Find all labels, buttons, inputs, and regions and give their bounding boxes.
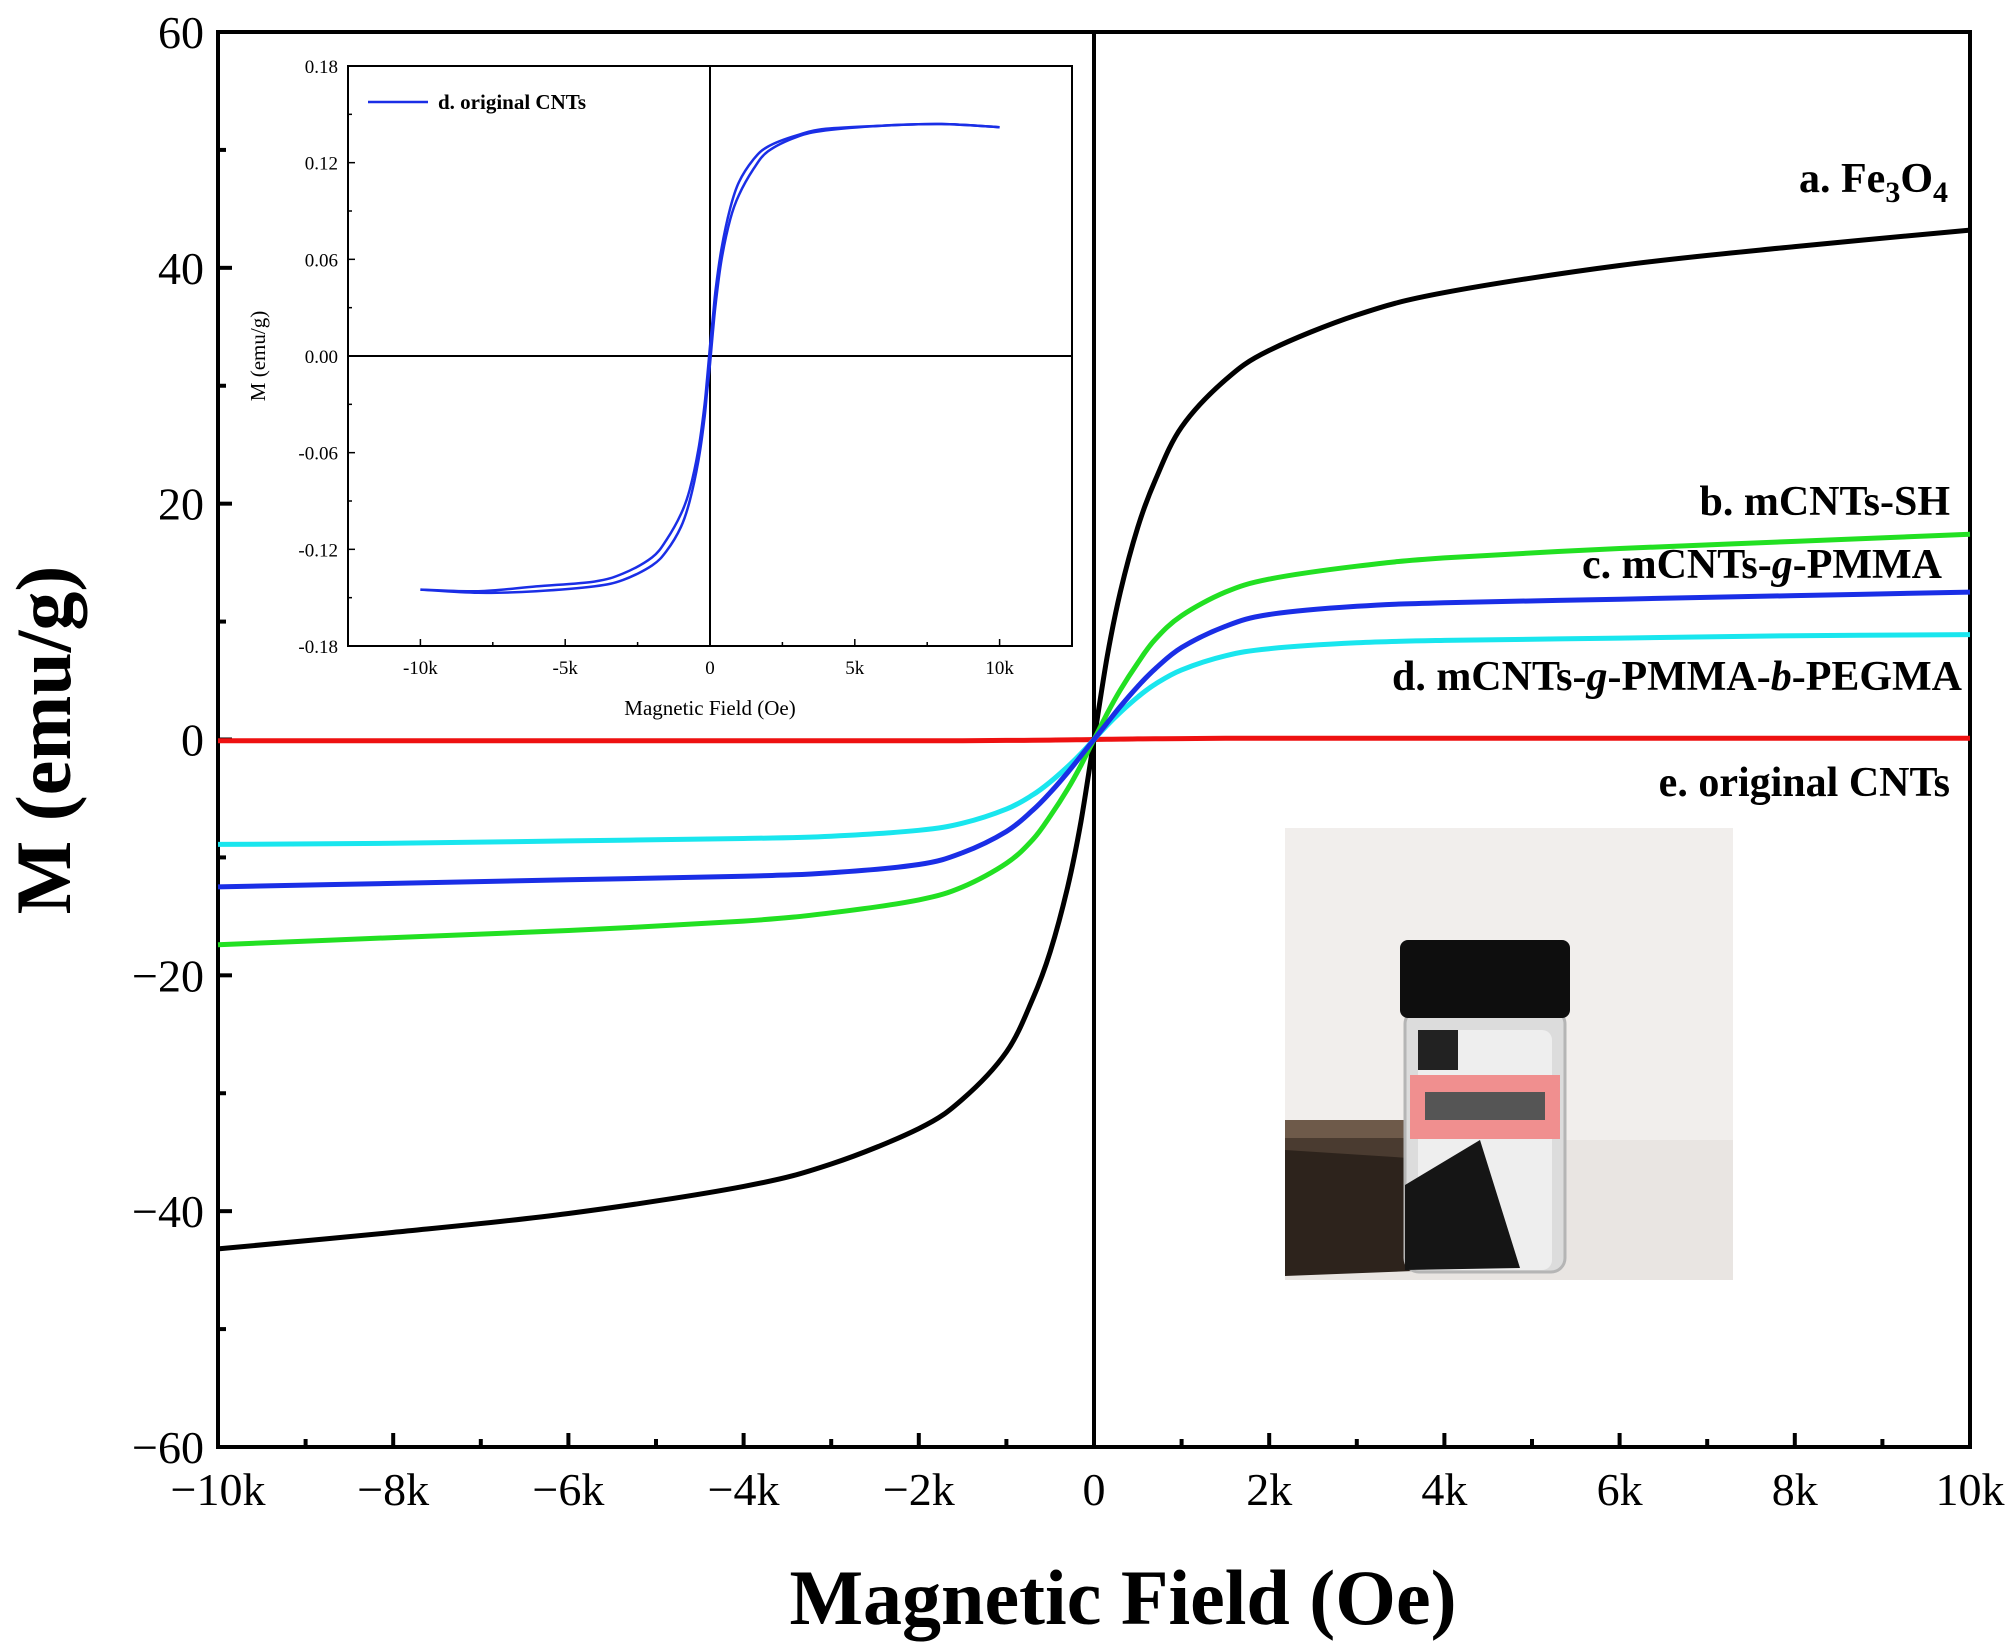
x-tick-label: −10k [171, 1464, 266, 1515]
series-label-mcnts-sh: b. mCNTs-SH [1699, 479, 1950, 525]
series-label-mcnts-g-pmma-b-pegma: d. mCNTs-g-PMMA-b-PEGMA [1392, 654, 1963, 700]
inset-y-tick-label: 0.06 [305, 250, 338, 271]
inset-x-tick-label: 10k [985, 658, 1014, 679]
x-tick-label: 0 [1083, 1464, 1106, 1515]
inset-x-tick-label: -10k [403, 658, 438, 679]
inset-y-axis-title: M (emu/g) [246, 311, 270, 401]
inset-x-axis-title: Magnetic Field (Oe) [624, 696, 795, 720]
series-label-mcnts-g-pmma: c. mCNTs-g-PMMA [1582, 542, 1943, 588]
y-tick-label: −40 [132, 1186, 204, 1237]
inset-x-tick-label: 5k [845, 658, 865, 679]
x-axis-title: Magnetic Field (Oe) [789, 1554, 1456, 1641]
x-tick-label: 6k [1597, 1464, 1643, 1515]
main-axis-ticks: −10k −8k −6k −4k −2k 0 2k 4k 6k 8k 10k −60 −40 −20 0 20… [132, 7, 2004, 1515]
inset-series-group [420, 122, 1000, 595]
y-tick-label: 60 [158, 7, 204, 58]
y-tick-label: 20 [158, 479, 204, 530]
inset-y-tick-label: 0.18 [305, 57, 338, 78]
x-tick-label: −8k [357, 1464, 429, 1515]
inset-y-tick-label: -0.12 [298, 540, 338, 561]
series-label-original-cnts: e. original CNTs [1659, 760, 1950, 806]
series-line-mcnts-g-pmma [217, 589, 1971, 890]
series-label-fe3o4: a. Fe3O4 [1799, 156, 1948, 209]
y-tick-label: 0 [181, 715, 204, 766]
inset-y-tick-label: -0.06 [298, 444, 338, 465]
x-tick-label: 8k [1772, 1464, 1818, 1515]
x-tick-label: −4k [708, 1464, 780, 1515]
main-series-group [217, 227, 1971, 1252]
x-tick-label: 10k [1936, 1464, 2005, 1515]
vial-with-magnet-photo [1285, 828, 1733, 1280]
y-tick-label: 40 [158, 243, 204, 294]
x-tick-label: 2k [1246, 1464, 1292, 1515]
inset-x-tick-label: -5k [553, 658, 579, 679]
inset-x-tick-label: 0 [705, 658, 715, 679]
inset-y-tick-label: -0.18 [298, 637, 338, 658]
inset-legend-label: d. original CNTs [438, 90, 586, 114]
inset-y-tick-label: 0.00 [305, 347, 338, 368]
x-tick-label: −6k [532, 1464, 604, 1515]
y-tick-label: −60 [132, 1422, 204, 1473]
x-tick-label: −2k [883, 1464, 955, 1515]
y-tick-label: −20 [132, 950, 204, 1001]
inset-hysteresis-branch-down [420, 122, 1000, 593]
inset-hysteresis-branch-up [420, 122, 1000, 595]
inset-axis-ticks: -10k -5k 0 5k 10k -0.18 -0.12 -0.06 0.00 0.06 0.12… [298, 57, 1014, 679]
y-axis-title: M (emu/g) [0, 566, 87, 915]
x-tick-label: 4k [1421, 1464, 1467, 1515]
inset-y-tick-label: 0.12 [305, 154, 338, 175]
